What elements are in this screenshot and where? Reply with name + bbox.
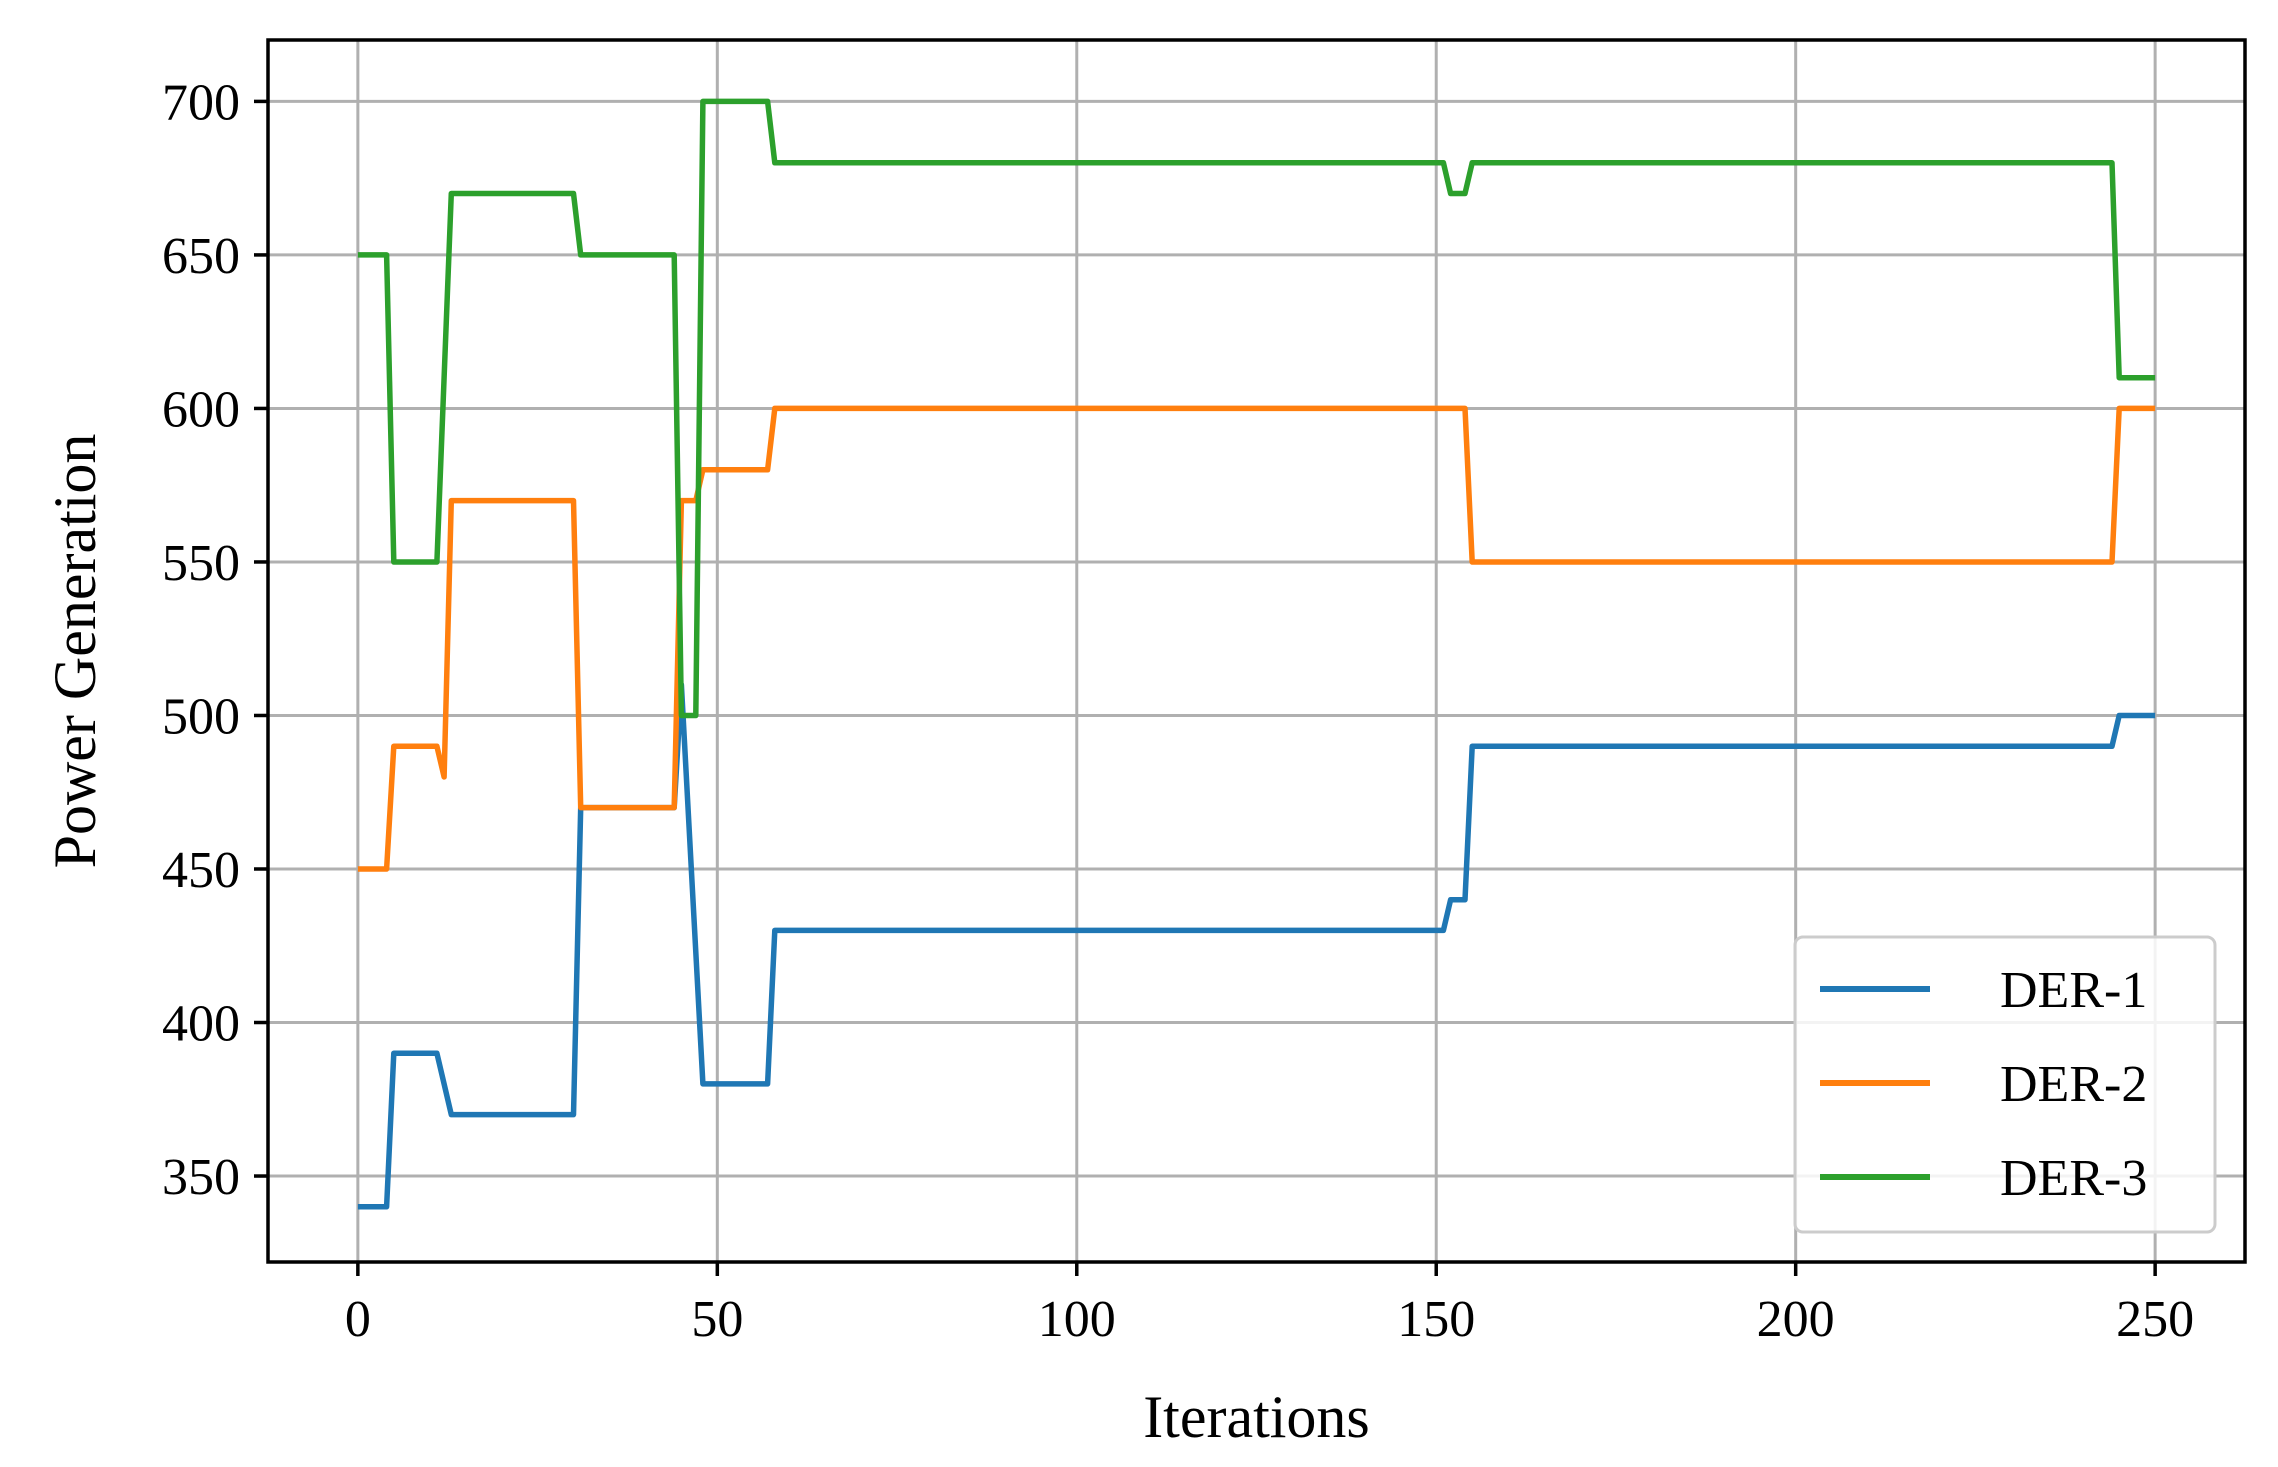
x-axis-title: Iterations [1143, 1384, 1370, 1450]
legend-label: DER-2 [2000, 1056, 2147, 1113]
y-tick-label: 550 [162, 535, 240, 592]
grid [268, 40, 2245, 1262]
x-tick-label: 150 [1397, 1291, 1475, 1348]
series-line-der-2 [357, 405, 2156, 872]
legend-items: DER-1 DER-2 DER-3 [1820, 962, 2147, 1207]
legend-label: DER-1 [2000, 962, 2147, 1019]
y-axis-title: Power Generation [42, 434, 108, 869]
y-tick-label: 500 [162, 688, 240, 745]
series-line-der-3 [357, 98, 2156, 719]
series-line-der-1 [357, 682, 2156, 1210]
legend-box [1793, 935, 2217, 1234]
axis-ticks: 0 50 100 150 200 250 350 400 450 500 550 600 650 700 [162, 74, 2194, 1348]
y-tick-label: 450 [162, 842, 240, 899]
y-tick-label: 650 [162, 228, 240, 285]
legend: DER-1 DER-2 DER-3 [1793, 935, 2217, 1234]
x-tick-label: 250 [2116, 1291, 2194, 1348]
y-tick-label: 350 [162, 1149, 240, 1206]
x-tick-label: 100 [1038, 1291, 1116, 1348]
series-lines [357, 98, 2156, 1210]
x-tick-label: 200 [1757, 1291, 1835, 1348]
x-tick-label: 0 [345, 1291, 371, 1348]
x-tick-label: 50 [691, 1291, 743, 1348]
plot-frame [266, 38, 2247, 1264]
y-tick-label: 700 [162, 74, 240, 131]
legend-label: DER-3 [2000, 1150, 2147, 1207]
y-tick-label: 600 [162, 381, 240, 438]
y-tick-label: 400 [162, 996, 240, 1053]
